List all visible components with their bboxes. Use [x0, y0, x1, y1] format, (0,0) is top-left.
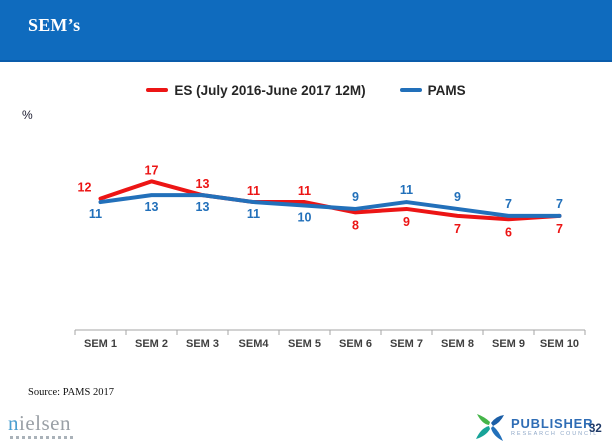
nielsen-logo: nielsen	[8, 413, 88, 439]
pams-series-line	[98, 193, 562, 218]
es-data-label: 6	[505, 225, 512, 239]
x-axis-label: SEM 7	[390, 338, 423, 350]
x-axis-label: SEM 1	[84, 338, 117, 350]
nielsen-dots-decoration	[10, 436, 73, 439]
nielsen-wordmark: nielsen	[8, 413, 88, 434]
es-data-label: 13	[196, 177, 210, 191]
y-axis-unit-label: %	[22, 108, 33, 122]
pams-data-label: 9	[352, 190, 359, 204]
pams-data-label: 13	[145, 200, 159, 214]
es-data-label: 8	[352, 218, 359, 232]
legend-label-pams: PAMS	[427, 82, 466, 98]
legend-item-es: ES (July 2016-June 2017 12M)	[146, 82, 366, 98]
es-data-label: 12	[78, 181, 92, 195]
es-data-label: 7	[556, 222, 563, 236]
publisher-research-council-logo: PUBLISHER RESEARCH COUNCIL	[474, 410, 598, 444]
pams-data-label: 7	[556, 197, 563, 211]
legend-swatch-red-line-icon	[146, 88, 169, 92]
nielsen-wordmark-rest: ielsen	[19, 411, 71, 435]
slide-title: SEM’s	[28, 15, 81, 35]
es-data-label: 7	[454, 222, 461, 236]
pams-data-label: 11	[89, 207, 102, 221]
x-axis-label: SEM 8	[441, 338, 474, 350]
x-axis-label: SEM 9	[492, 338, 525, 350]
nielsen-wordmark-initial: n	[8, 411, 19, 435]
pams-data-label: 7	[505, 197, 512, 211]
chart-legend: ES (July 2016-June 2017 12M) PAMS	[0, 80, 612, 100]
es-data-label: 17	[145, 163, 159, 177]
x-axis-label: SEM 6	[339, 338, 372, 350]
es-data-label: 11	[247, 184, 260, 198]
pams-data-label: 11	[400, 183, 413, 197]
legend-swatch-blue-line-icon	[399, 88, 422, 92]
es-data-label: 9	[403, 215, 410, 229]
prc-subtitle: RESEARCH COUNCIL	[511, 430, 599, 437]
pams-data-label: 11	[247, 207, 260, 221]
pams-data-label: 10	[298, 211, 312, 225]
prc-name: PUBLISHER	[511, 415, 594, 431]
prc-pinwheel-icon	[476, 414, 504, 441]
x-axis-label: SEM 10	[540, 338, 579, 350]
pams-data-label: 9	[454, 190, 461, 204]
prc-text: PUBLISHER RESEARCH COUNCIL	[511, 417, 598, 438]
chart-area: SEM 1 SEM 2 SEM 3 SEM4 SEM 5 SEM 6 SEM 7 SEM 8 S…	[0, 130, 612, 365]
legend-item-pams: PAMS	[399, 82, 466, 98]
x-axis-label: SEM 5	[288, 338, 321, 350]
source-note: Source: PAMS 2017	[28, 387, 114, 398]
x-axis-label: SEM 3	[186, 338, 219, 350]
chart-svg: SEM 1 SEM 2 SEM 3 SEM4 SEM 5 SEM 6 SEM 7 SEM 8 S…	[74, 163, 586, 350]
slide-header: SEM’s	[0, 0, 612, 62]
page-number: 32	[589, 423, 602, 435]
x-axis-label: SEM 2	[135, 338, 168, 350]
legend-label-es: ES (July 2016-June 2017 12M)	[174, 82, 366, 98]
es-data-label: 11	[298, 184, 311, 198]
pams-data-label: 13	[196, 200, 210, 214]
x-axis-label: SEM4	[239, 338, 270, 350]
